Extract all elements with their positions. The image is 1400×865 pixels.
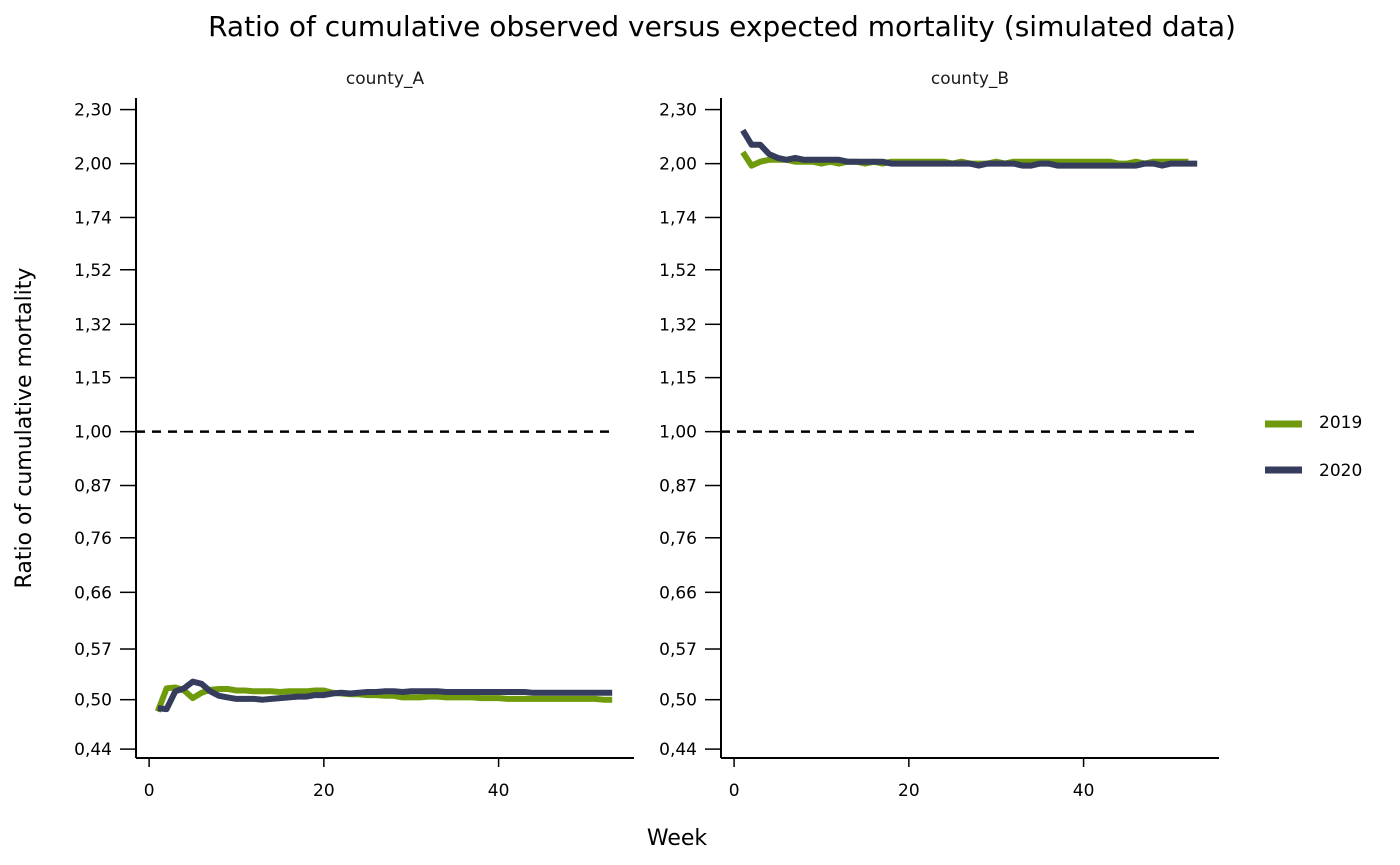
y-tick-label: 1,32 <box>74 315 112 335</box>
x-tick-label: 40 <box>488 781 510 801</box>
y-tick-label: 0,57 <box>74 640 112 660</box>
x-tick-label: 20 <box>898 781 920 801</box>
y-tick-label: 1,74 <box>659 208 697 228</box>
panel-county-b: county_B 0,44 0,50 0,57 0,66 0,76 0,87 1,00 1,1… <box>659 69 1219 801</box>
x-tick-label: 0 <box>729 781 740 801</box>
chart-title: Ratio of cumulative observed versus expe… <box>208 10 1236 43</box>
y-tick-label: 1,52 <box>74 261 112 281</box>
y-tick-label: 1,00 <box>74 423 112 443</box>
y-tick-label: 0,66 <box>74 583 112 603</box>
y-tick-label: 1,32 <box>659 315 697 335</box>
y-tick-label: 1,00 <box>659 423 697 443</box>
y-tick-label: 2,00 <box>74 155 112 175</box>
y-tick-label: 0,50 <box>659 691 697 711</box>
y-tick-label: 0,57 <box>659 640 697 660</box>
y-axis-title: Ratio of cumulative mortality <box>12 268 37 589</box>
legend-label-2020: 2020 <box>1319 461 1362 481</box>
y-tick-label: 1,74 <box>74 208 112 228</box>
y-tick-label: 0,87 <box>659 477 697 497</box>
x-axis-title: Week <box>647 826 708 851</box>
x-tick-label: 20 <box>313 781 335 801</box>
series-line-2020 <box>740 128 1198 169</box>
panel-label-county-b: county_B <box>931 69 1009 89</box>
y-tick-label: 0,66 <box>659 583 697 603</box>
panel-county-a: county_A 0,44 0,50 0,57 0,66 0,76 0,87 1,00 1,1… <box>74 69 634 801</box>
y-tick-label: 1,15 <box>659 369 697 389</box>
y-tick-label: 0,50 <box>74 691 112 711</box>
legend: 2019 2020 <box>1265 413 1362 481</box>
legend-label-2019: 2019 <box>1319 413 1362 433</box>
panel-label-county-a: county_A <box>346 69 425 89</box>
y-tick-label: 0,87 <box>74 477 112 497</box>
y-tick-label: 0,76 <box>74 529 112 549</box>
y-tick-label: 0,44 <box>659 740 697 760</box>
series-line-2019 <box>154 684 613 713</box>
y-tick-label: 0,76 <box>659 529 697 549</box>
y-tick-label: 1,15 <box>74 369 112 389</box>
series-line-2020 <box>157 678 613 713</box>
y-tick-label: 1,52 <box>659 261 697 281</box>
x-tick-label: 40 <box>1073 781 1095 801</box>
y-tick-label: 2,30 <box>659 101 697 121</box>
y-tick-label: 2,30 <box>74 101 112 121</box>
x-tick-label: 0 <box>144 781 155 801</box>
y-tick-label: 2,00 <box>659 155 697 175</box>
y-tick-label: 0,44 <box>74 740 112 760</box>
